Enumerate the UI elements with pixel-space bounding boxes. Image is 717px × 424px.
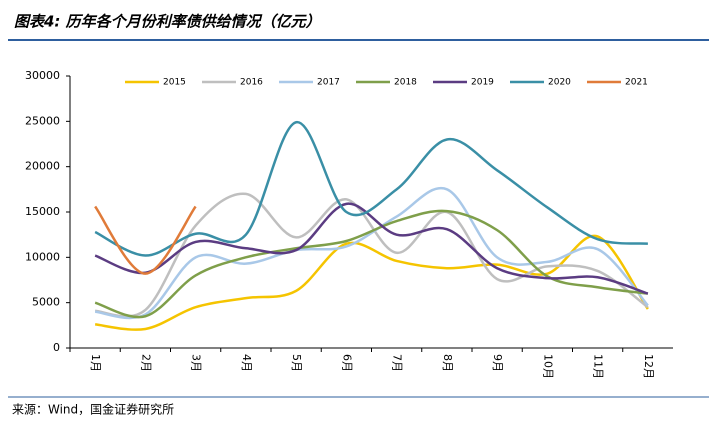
- legend-label: 2019: [471, 78, 494, 88]
- x-tick-label: 6月: [340, 354, 353, 372]
- legend-label: 2015: [163, 78, 186, 88]
- x-tick-label: 9月: [491, 354, 504, 372]
- y-tick-label: 15000: [25, 205, 60, 218]
- legend-label: 2021: [625, 78, 648, 88]
- x-tick-label: 2月: [139, 354, 152, 372]
- y-tick-label: 25000: [25, 114, 60, 127]
- series-line: [94, 202, 649, 295]
- x-tick-label: 3月: [190, 354, 203, 372]
- y-tick-label: 30000: [25, 69, 60, 82]
- x-tick-label: 7月: [391, 354, 404, 372]
- y-tick-label: 5000: [32, 296, 60, 309]
- legend-label: 2020: [548, 78, 571, 88]
- x-tick-label: 1月: [89, 354, 102, 372]
- series-line: [94, 205, 197, 275]
- y-tick-label: 10000: [25, 250, 60, 263]
- y-tick-label: 0: [53, 341, 60, 354]
- source: 来源：Wind，国金证券研究所: [12, 402, 174, 417]
- x-tick-label: 10月: [541, 354, 554, 379]
- x-tick-label: 8月: [441, 354, 454, 372]
- x-tick-label: 4月: [240, 354, 253, 372]
- legend-label: 2016: [240, 78, 263, 88]
- chart-title: 图表4: 历年各个月份利率债供给情况（亿元）: [14, 13, 321, 31]
- series-line: [94, 121, 648, 257]
- legend-label: 2017: [317, 78, 340, 88]
- x-tick-label: 12月: [642, 354, 655, 379]
- y-tick-label: 20000: [25, 160, 60, 173]
- x-tick-label: 5月: [290, 354, 303, 372]
- legend-label: 2018: [394, 78, 417, 88]
- x-tick-label: 11月: [592, 354, 605, 379]
- series-line: [94, 234, 649, 331]
